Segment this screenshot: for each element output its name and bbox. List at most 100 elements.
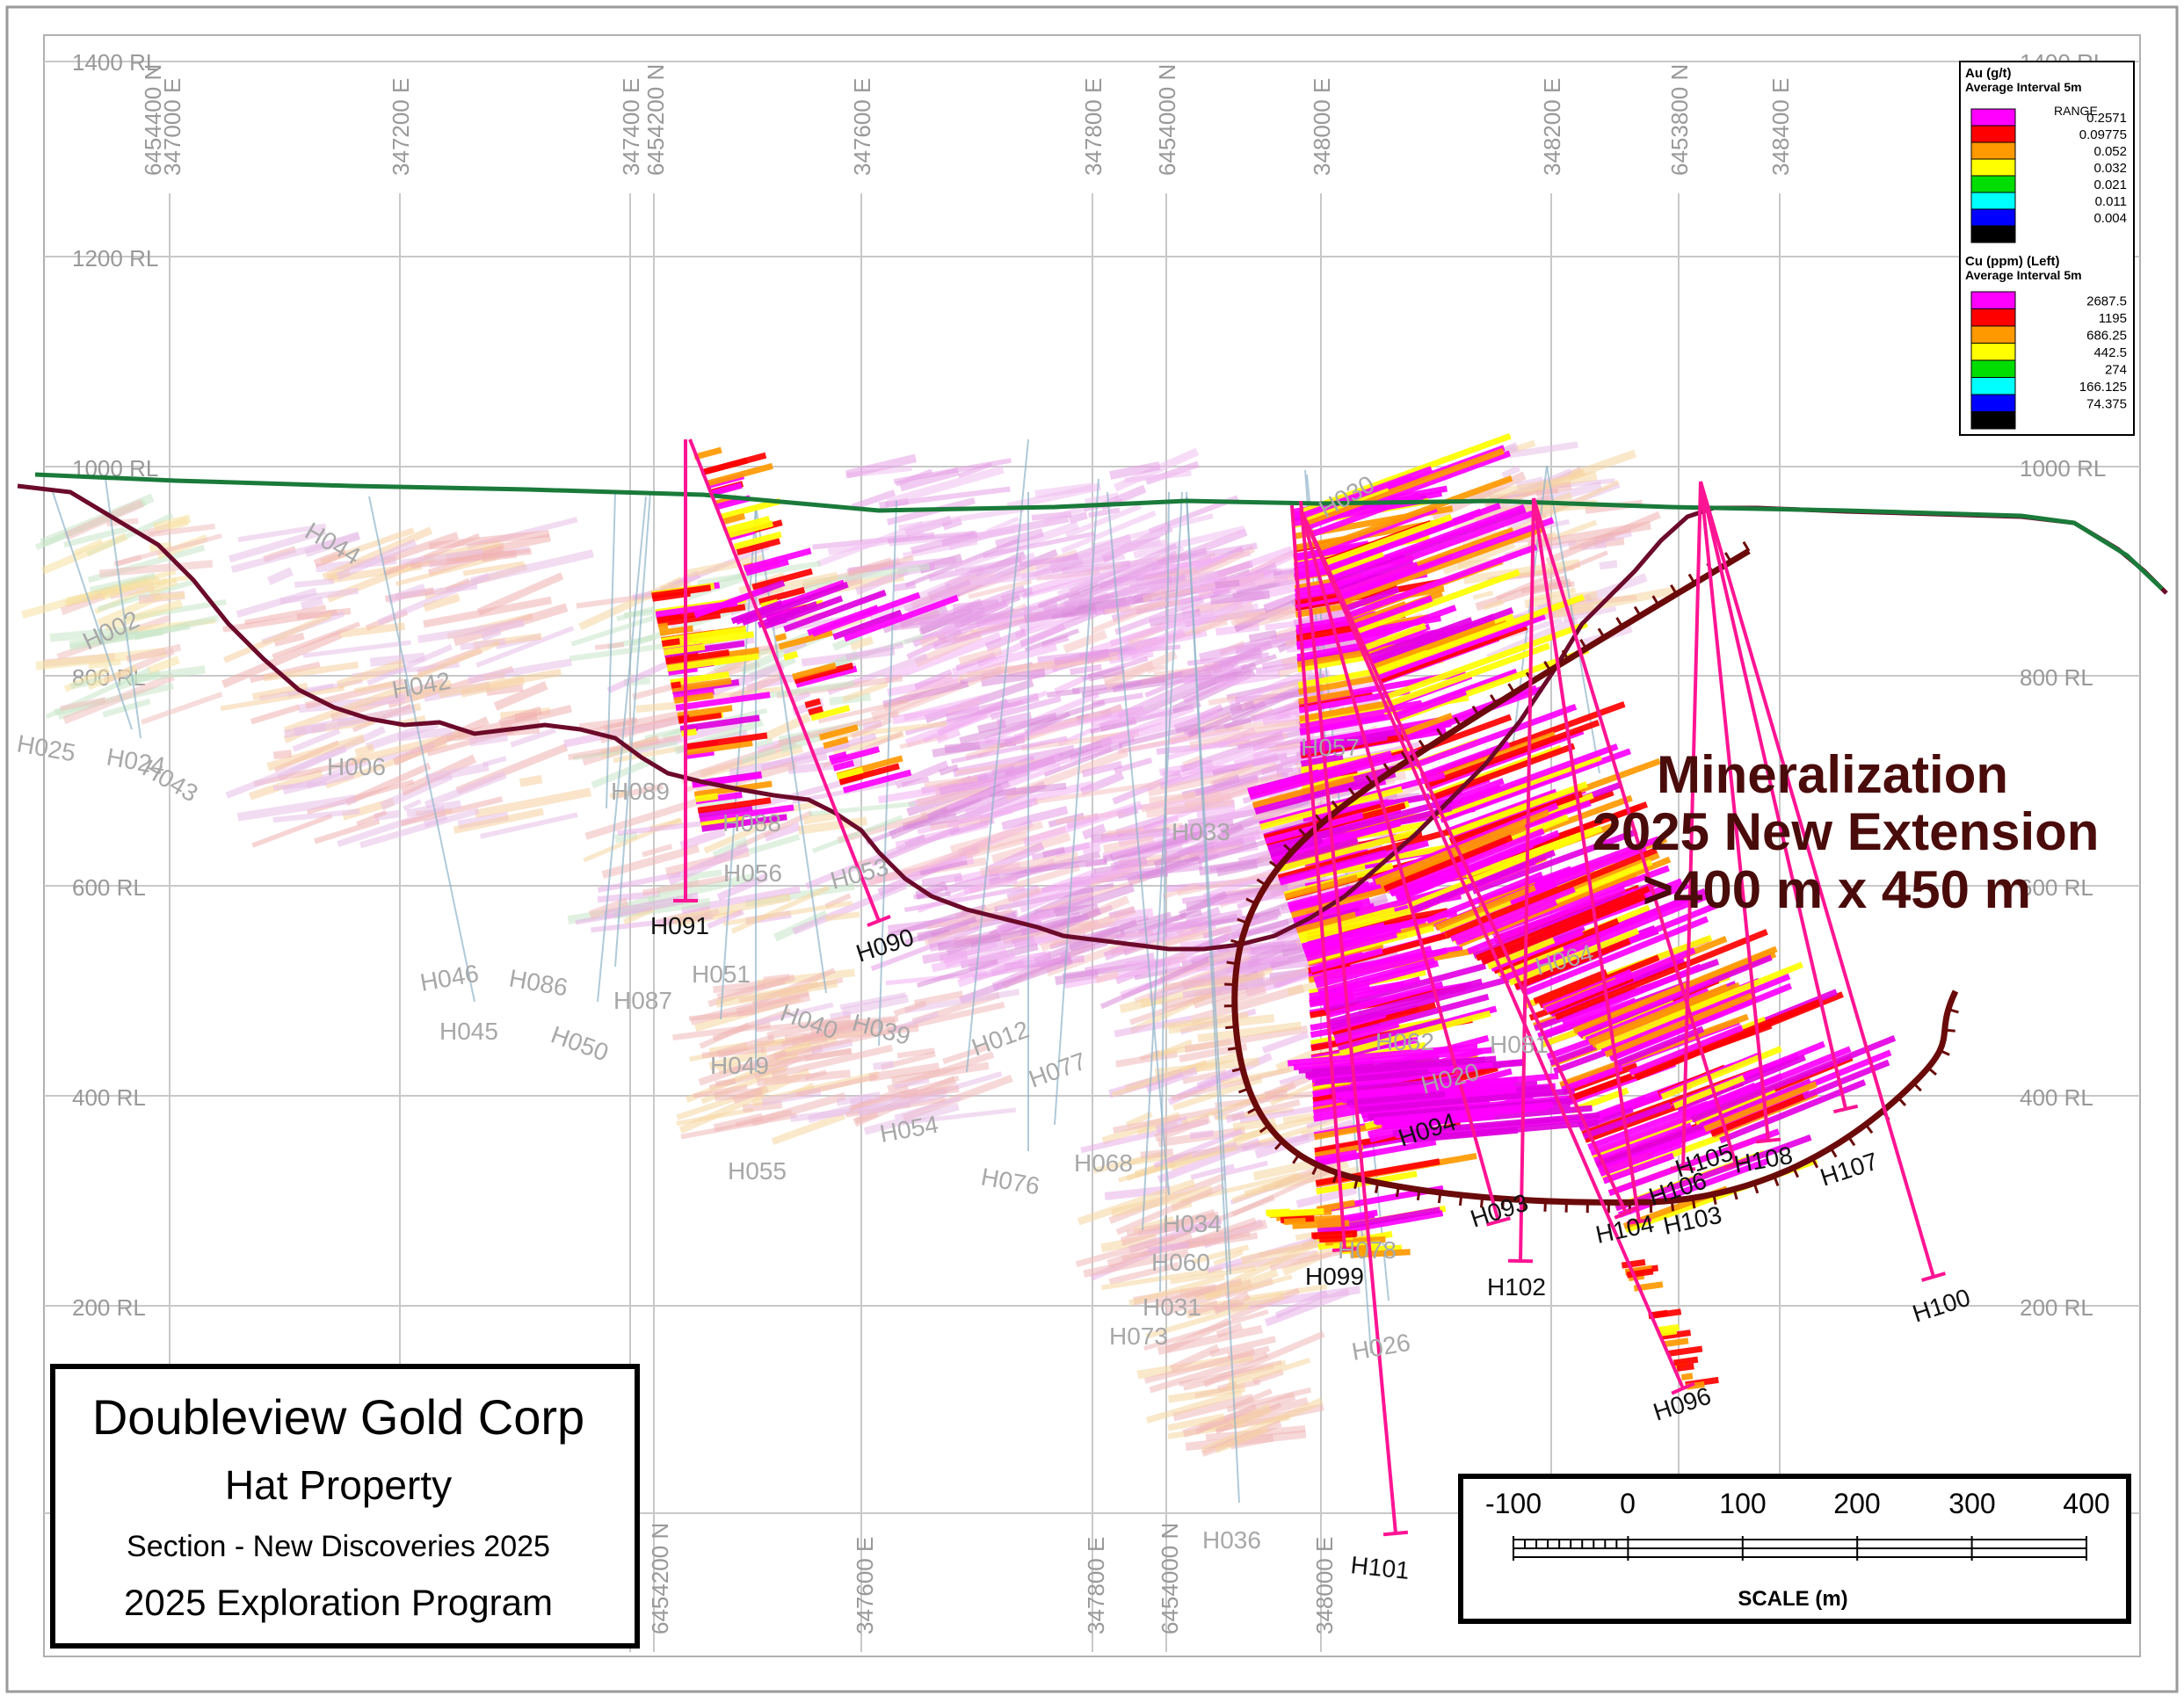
axis-label: 6454200 N: [642, 64, 669, 176]
legend-value: 74.375: [2086, 397, 2127, 412]
hole-label: H099: [1305, 1263, 1364, 1290]
legend-swatch: [1971, 109, 2015, 126]
company-title: Doubleview Gold Corp: [92, 1389, 584, 1445]
hole-label: H060: [1151, 1249, 1210, 1276]
hole-label: H062: [1375, 1028, 1434, 1055]
axis-label: 6453800 N: [1666, 64, 1693, 176]
rl-label: 1200 RL: [72, 245, 158, 272]
hole-label: H089: [611, 778, 670, 805]
hole-label: H056: [723, 859, 782, 887]
legend-value: 166.125: [2079, 380, 2127, 395]
annotation-line1: Mineralization: [1657, 745, 2008, 804]
legend-swatch: [1971, 192, 2015, 209]
legend-swatch: [1971, 412, 2015, 430]
legend-value: 0.011: [2095, 194, 2127, 209]
hole-label: H078: [1338, 1236, 1397, 1264]
legend-cu-subtitle: Average Interval 5m: [1965, 268, 2082, 282]
program-title: 2025 Exploration Program: [124, 1582, 553, 1623]
hole-label: H102: [1487, 1273, 1546, 1301]
axis-label: 347800 E: [1083, 1537, 1109, 1634]
axis-label: 348400 E: [1767, 78, 1794, 176]
legend-value: 0.032: [2093, 161, 2127, 176]
hole-label: H073: [1109, 1323, 1168, 1350]
axis-label: 347200 E: [388, 78, 414, 176]
legend-value: 0.09775: [2079, 127, 2127, 142]
hole-label: H051: [692, 960, 751, 988]
annotation-line2: 2025 New Extension: [1593, 802, 2100, 861]
hole-label: H049: [710, 1052, 769, 1079]
scale-tick-label: 300: [1948, 1488, 1995, 1519]
axis-label: 348000 E: [1311, 1537, 1338, 1634]
hole-label: H068: [1074, 1149, 1133, 1177]
annotation-line3: >400 m x 450 m: [1643, 860, 2031, 919]
legend-swatch: [1971, 292, 2015, 309]
legend-box: Au (g/t) Average Interval 5m RANGE 0.257…: [1960, 62, 2134, 435]
scale-bar: -100 0 100 200 300 400 SCALE (m): [1461, 1476, 2129, 1621]
rl-label: 200 RL: [72, 1294, 146, 1321]
legend-value: 442.5: [2093, 345, 2127, 360]
hole-label: H087: [613, 987, 672, 1014]
legend-swatch: [1971, 176, 2015, 192]
scale-tick-label: 400: [2063, 1488, 2109, 1519]
axis-label: 6454000 N: [1154, 64, 1180, 176]
axis-label: 347600 E: [852, 1537, 878, 1634]
legend-swatch: [1971, 209, 2015, 226]
property-title: Hat Property: [225, 1462, 452, 1508]
legend-value: 2687.5: [2086, 294, 2127, 309]
hole-label: H006: [327, 753, 386, 780]
legend-value: 686.25: [2086, 329, 2127, 344]
legend-swatch: [1971, 159, 2015, 176]
axis-label: 6454000 N: [1157, 1523, 1183, 1634]
rl-label: 600 RL: [72, 874, 146, 901]
legend-swatch: [1971, 142, 2015, 159]
legend-swatch: [1971, 226, 2015, 243]
hole-label: H091: [650, 912, 709, 939]
legend-au-title: Au (g/t): [1965, 66, 2011, 81]
legend-value: 0.021: [2093, 178, 2127, 192]
rl-label: 400 RL: [2020, 1084, 2093, 1111]
section-title: Section - New Discoveries 2025: [127, 1530, 550, 1563]
legend-value: 274: [2105, 363, 2127, 378]
legend-value: 0.052: [2093, 144, 2127, 159]
axis-label: 347400 E: [618, 78, 644, 176]
hole-label: H057: [1301, 734, 1360, 761]
scale-tick-label: 100: [1719, 1488, 1766, 1519]
hole-label: H034: [1163, 1210, 1222, 1237]
hole-label: H033: [1172, 818, 1230, 845]
legend-value: 0.004: [2093, 211, 2127, 226]
scale-tick-label: 200: [1833, 1488, 1880, 1519]
title-box: Doubleview Gold Corp Hat Property Sectio…: [53, 1366, 637, 1646]
legend-cu-title: Cu (ppm) (Left): [1965, 254, 2059, 269]
axis-label: 6454200 N: [647, 1523, 673, 1634]
hole-label: H045: [439, 1018, 498, 1045]
scale-tick-label: 0: [1620, 1488, 1636, 1519]
axis-label: 347600 E: [849, 78, 875, 176]
scale-tick-label: -100: [1485, 1488, 1542, 1519]
legend-swatch: [1971, 326, 2015, 344]
rl-label: 800 RL: [2020, 664, 2093, 691]
legend-swatch: [1971, 126, 2015, 142]
hole-label: H036: [1202, 1526, 1261, 1554]
rl-label: 1000 RL: [2020, 455, 2106, 482]
hole-label: H088: [722, 809, 781, 837]
hole-label: H031: [1143, 1294, 1201, 1321]
axis-label: 347000 E: [159, 78, 185, 176]
rl-label: 400 RL: [72, 1084, 146, 1111]
legend-au-subtitle: Average Interval 5m: [1965, 80, 2082, 94]
axis-label: 347800 E: [1080, 78, 1107, 176]
legend-swatch: [1971, 360, 2015, 378]
legend-swatch: [1971, 344, 2015, 361]
scale-label: SCALE (m): [1738, 1587, 1847, 1611]
legend-value: 1195: [2099, 311, 2127, 326]
hole-label: H081: [1490, 1031, 1549, 1058]
legend-swatch: [1971, 309, 2015, 327]
axis-label: 348200 E: [1539, 78, 1565, 176]
hole-label: H055: [728, 1157, 787, 1185]
legend-value: 0.2571: [2086, 111, 2127, 126]
rl-label: 200 RL: [2020, 1294, 2093, 1321]
axis-label: 348000 E: [1309, 78, 1335, 176]
legend-swatch: [1971, 395, 2015, 412]
legend-swatch: [1971, 378, 2015, 395]
